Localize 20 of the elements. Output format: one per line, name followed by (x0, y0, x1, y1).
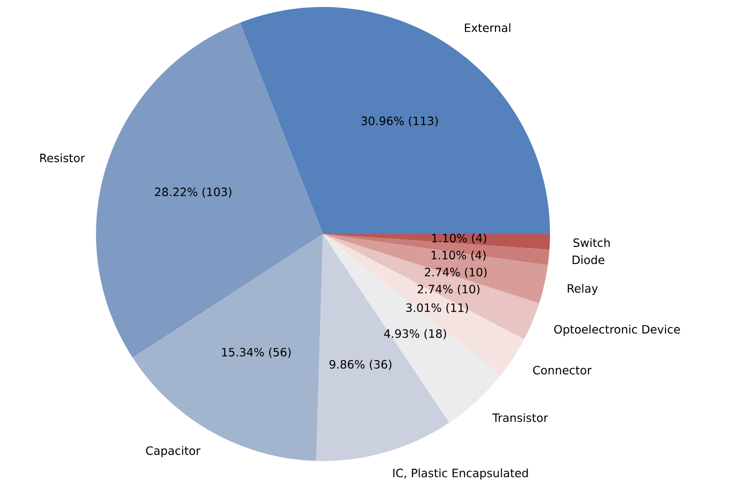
slice-label: Connector (533, 366, 592, 374)
slice-label: Transistor (492, 413, 548, 422)
data-label: 9.86% (36) (330, 360, 392, 370)
slice-label: Relay (568, 284, 598, 295)
slice-label: Diode (572, 255, 604, 264)
slice-label: External (464, 23, 510, 32)
data-label: 1.10% (4) (432, 250, 486, 261)
slice-label: Capacitor (146, 446, 200, 458)
data-label: 30.96% (113) (362, 116, 438, 127)
slice-label: Resistor (40, 153, 85, 162)
data-label: 15.34% (56) (222, 348, 291, 358)
data-label: 2.74% (10) (418, 284, 480, 295)
slice-label: IC, Plastic Encapsulated (393, 468, 528, 480)
data-label: 28.22% (103) (155, 187, 232, 198)
data-label: 4.93% (18) (384, 329, 446, 340)
data-label: 3.01% (11) (406, 303, 468, 314)
data-label: 2.74% (10) (424, 268, 487, 278)
slice-label: Optoelectronic Device (554, 324, 680, 336)
slice-label: Switch (574, 238, 610, 248)
data-label: 1.10% (4) (432, 234, 486, 244)
